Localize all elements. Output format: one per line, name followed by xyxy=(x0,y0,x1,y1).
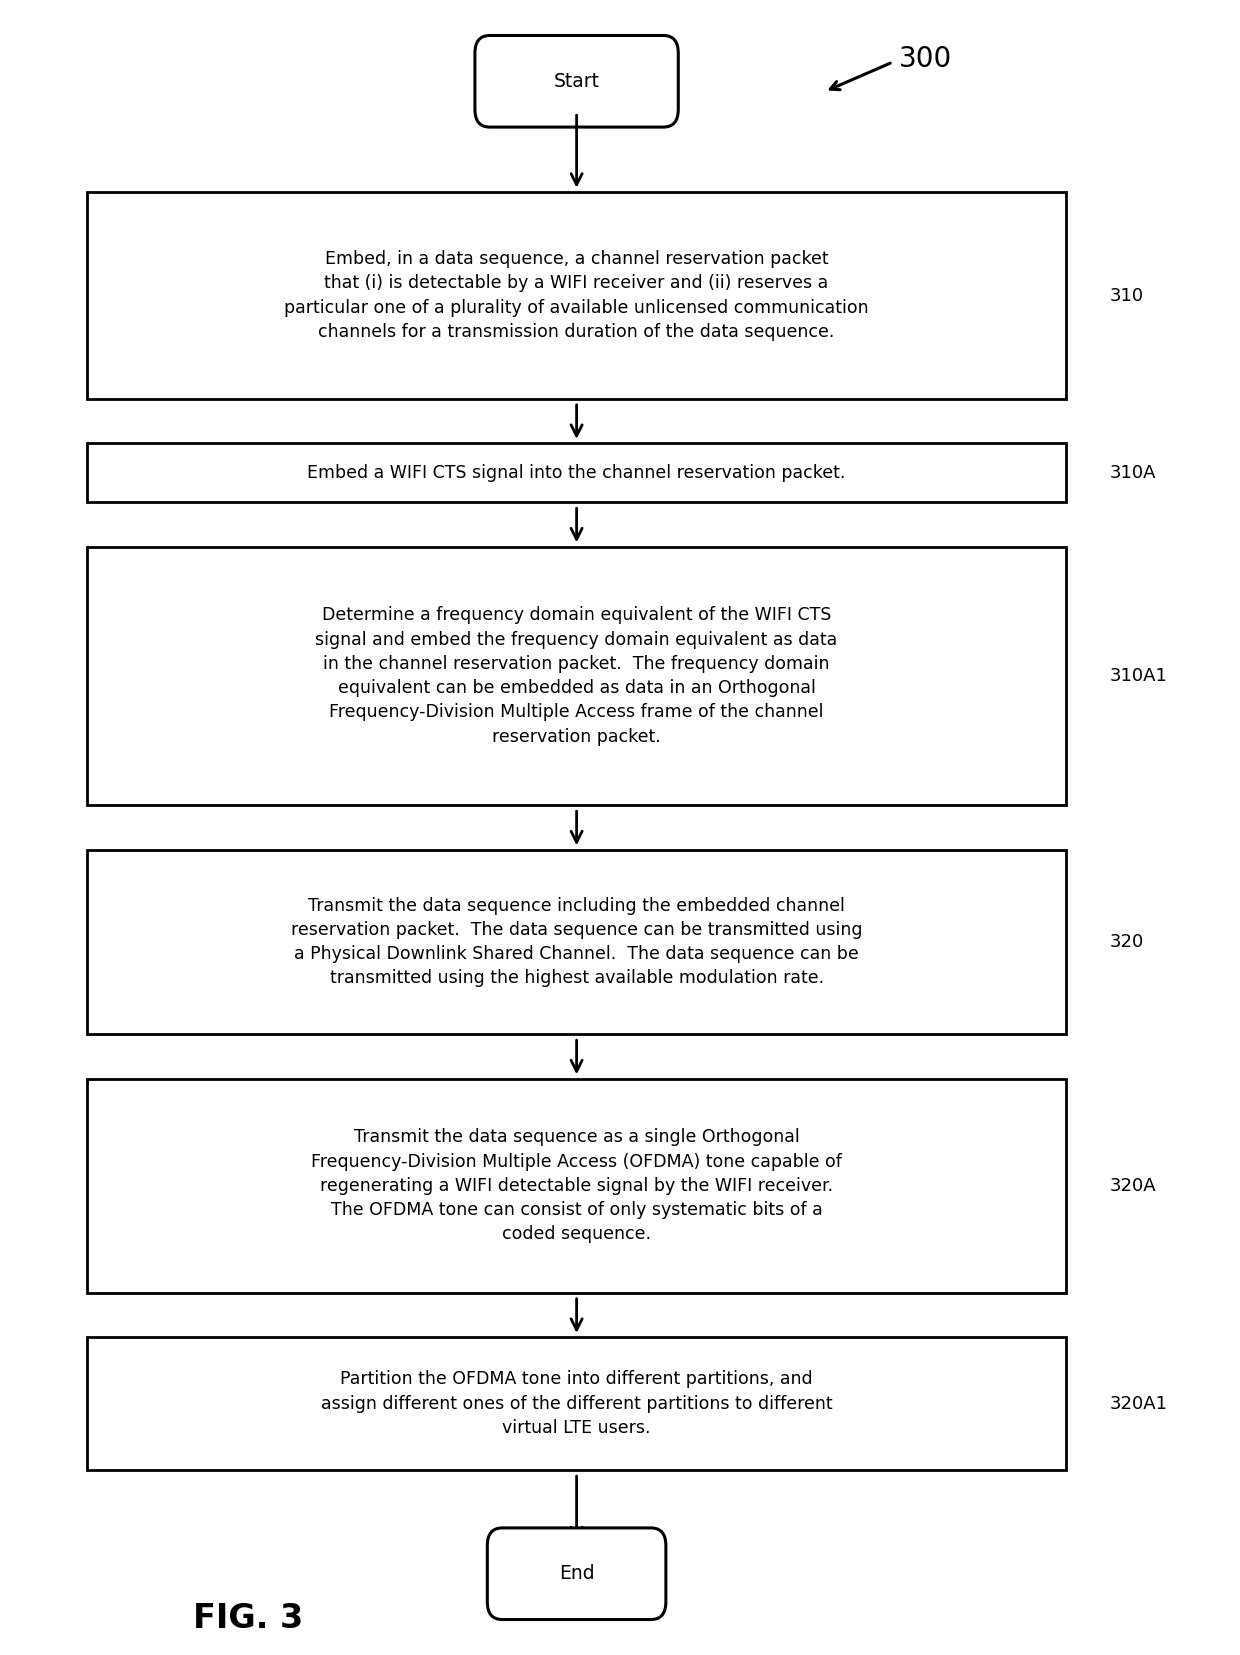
Text: FIG. 3: FIG. 3 xyxy=(193,1602,303,1635)
Text: 310A: 310A xyxy=(1110,463,1156,482)
FancyBboxPatch shape xyxy=(87,444,1066,503)
Text: Transmit the data sequence including the embedded channel
reservation packet.  T: Transmit the data sequence including the… xyxy=(291,897,862,988)
Text: 300: 300 xyxy=(899,45,952,73)
Text: Partition the OFDMA tone into different partitions, and
assign different ones of: Partition the OFDMA tone into different … xyxy=(321,1370,832,1437)
FancyBboxPatch shape xyxy=(87,1337,1066,1470)
Text: 320A: 320A xyxy=(1110,1177,1157,1195)
Text: Transmit the data sequence as a single Orthogonal
Frequency-Division Multiple Ac: Transmit the data sequence as a single O… xyxy=(311,1129,842,1243)
Text: Embed a WIFI CTS signal into the channel reservation packet.: Embed a WIFI CTS signal into the channel… xyxy=(308,463,846,482)
FancyBboxPatch shape xyxy=(87,192,1066,399)
Text: End: End xyxy=(559,1564,594,1584)
Text: 320: 320 xyxy=(1110,933,1145,952)
Text: Embed, in a data sequence, a channel reservation packet
that (i) is detectable b: Embed, in a data sequence, a channel res… xyxy=(284,250,869,341)
Text: 310A1: 310A1 xyxy=(1110,667,1168,685)
FancyBboxPatch shape xyxy=(475,35,678,127)
FancyBboxPatch shape xyxy=(487,1528,666,1620)
Text: Start: Start xyxy=(553,71,600,91)
Text: 310: 310 xyxy=(1110,286,1145,305)
Text: Determine a frequency domain equivalent of the WIFI CTS
signal and embed the fre: Determine a frequency domain equivalent … xyxy=(315,606,838,746)
FancyBboxPatch shape xyxy=(87,1079,1066,1293)
FancyBboxPatch shape xyxy=(87,849,1066,1034)
Text: 320A1: 320A1 xyxy=(1110,1395,1168,1413)
FancyBboxPatch shape xyxy=(87,546,1066,806)
